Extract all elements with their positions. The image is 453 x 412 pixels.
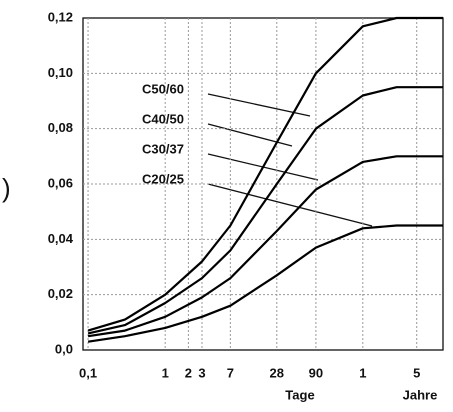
- x-tick-label: 1: [359, 365, 366, 380]
- y-tick-label: 0,08: [48, 120, 73, 135]
- x-unit-years: Jahre: [403, 387, 438, 402]
- y-tick-label: 0,10: [48, 65, 73, 80]
- x-tick-label: 28: [270, 365, 284, 380]
- series-line: [87, 155, 443, 338]
- y-tick-label: 0,06: [48, 175, 73, 190]
- y-tick-label: 0,02: [48, 286, 73, 301]
- x-unit-days: Tage: [285, 387, 314, 402]
- series-label: C50/60: [142, 81, 184, 96]
- edge-fragment: ): [2, 173, 11, 203]
- x-tick-label: 5: [413, 365, 420, 380]
- series-line: [87, 16, 443, 332]
- x-tick-label: 90: [309, 365, 323, 380]
- x-tick-label: 2: [185, 365, 192, 380]
- leader-line: [207, 123, 293, 147]
- x-tick-label: 7: [227, 365, 234, 380]
- x-tick-label: 1: [162, 365, 169, 380]
- series-line: [87, 86, 443, 335]
- y-tick-label: 0,12: [48, 9, 73, 24]
- series-line: [87, 224, 443, 343]
- series-label: C20/25: [142, 171, 184, 186]
- y-tick-label: 0,04: [48, 231, 74, 246]
- series-label: C40/50: [142, 111, 184, 126]
- leader-line: [207, 183, 373, 227]
- y-tick-label: 0,0: [55, 341, 73, 356]
- x-tick-label: 3: [198, 365, 205, 380]
- x-tick-label: 0,1: [79, 365, 97, 380]
- series-label: C30/37: [142, 141, 184, 156]
